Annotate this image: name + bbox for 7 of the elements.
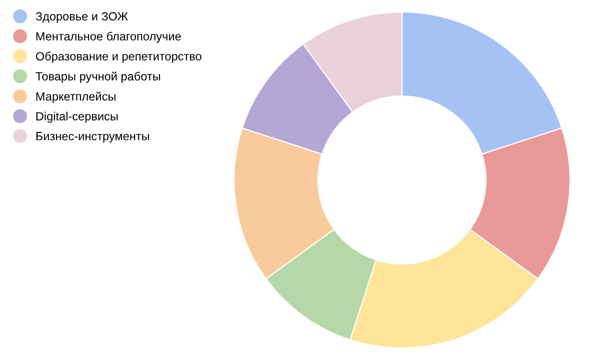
legend-label: Ментальное благополучие [36,32,181,43]
legend-label: Бизнес-инструменты [36,132,149,143]
legend-label: Образование и репетиторство [36,52,202,63]
legend-label: Digital-сервисы [36,112,118,123]
legend-label: Маркетплейсы [36,92,116,103]
legend-label: Здоровье и ЗОЖ [36,12,128,23]
legend-label: Товары ручной работы [36,72,160,83]
